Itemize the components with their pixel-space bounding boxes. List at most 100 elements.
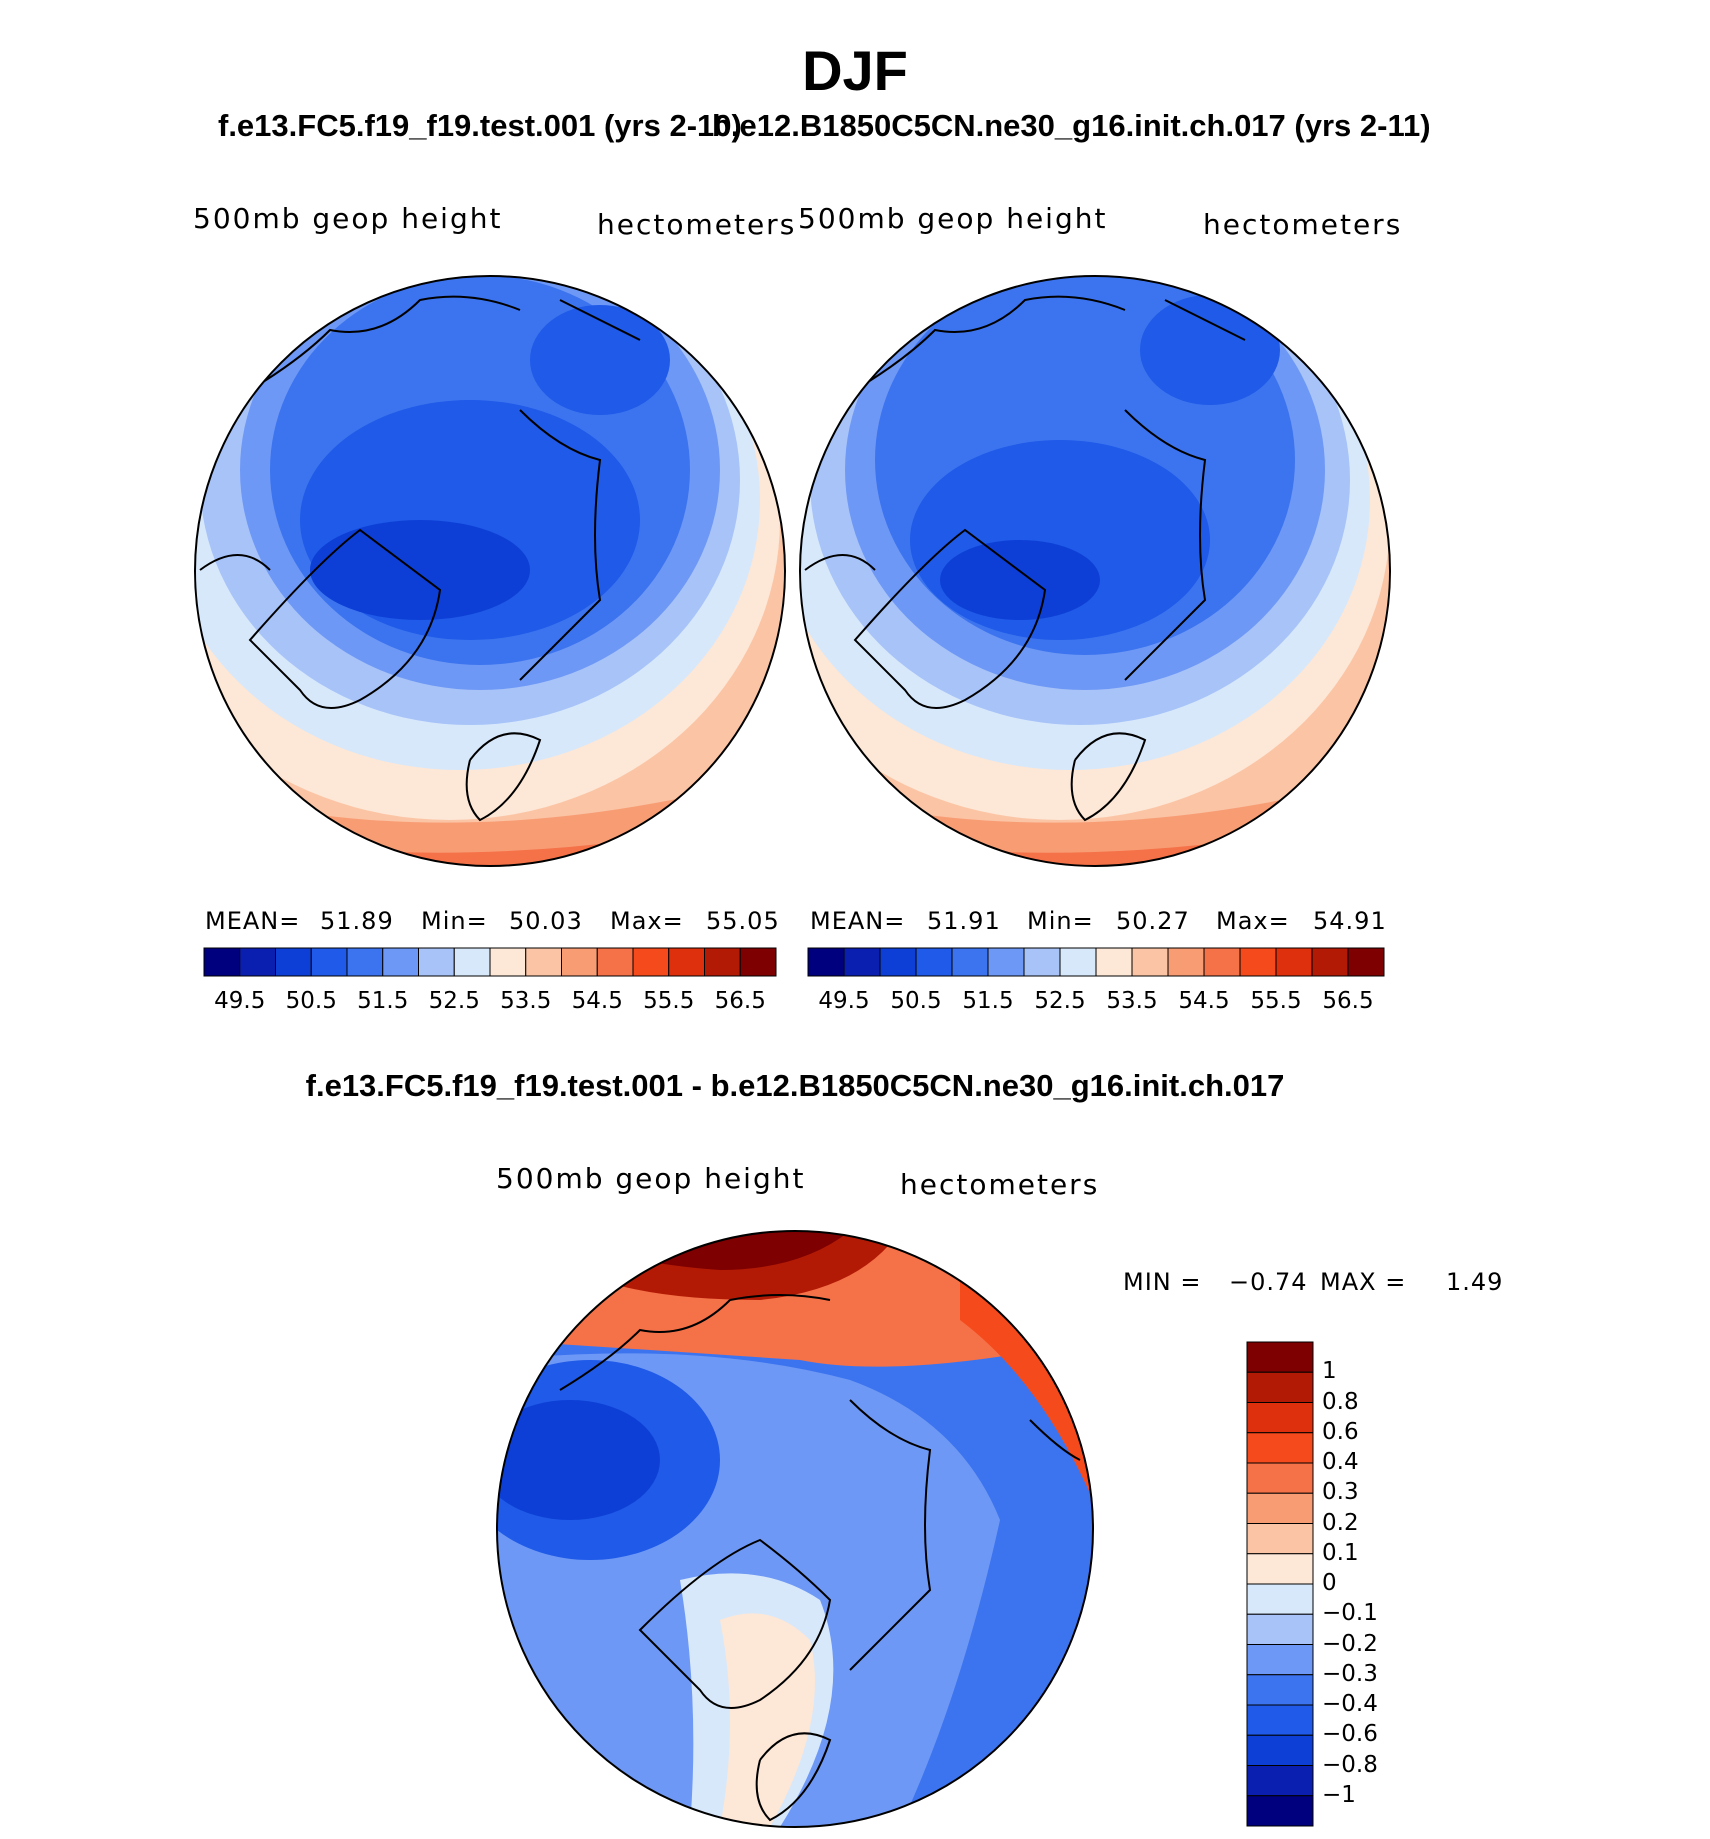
colorbar-swatch [418,947,455,977]
test-variable-label: 500mb geop height [193,202,503,235]
colorbar-tick-label: 0.8 [1322,1388,1359,1415]
control-variable-label: 500mb geop height [798,202,1108,235]
colorbar-swatch [1347,947,1385,977]
diff-title: f.e13.FC5.f19_f19.test.001 - b.e12.B1850… [305,1068,1285,1103]
test-contour-50 [310,520,530,620]
colorbar-tick-label: 54.5 [571,988,623,1014]
colorbar-tick-label: 55.5 [1250,988,1302,1014]
colorbar-swatch [1246,1583,1314,1615]
test-units-label: hectometers [597,208,797,241]
control-mean-label: MEAN= [810,907,906,935]
colorbar-tick-label: 53.5 [1106,988,1158,1014]
control-contour-50 [940,540,1100,620]
colorbar-swatch [1023,947,1061,977]
diff-max-label: MAX = [1320,1268,1407,1296]
test-map [195,276,785,866]
diff-map-border [496,1230,1094,1828]
colorbar-swatch [632,947,670,977]
control-coastlines [804,295,1246,822]
colorbar-swatch [1311,947,1349,977]
colorbar-swatch [1246,1674,1314,1706]
colorbar-swatch [561,947,598,977]
control-min-label: Min= [1027,907,1094,935]
colorbar-swatch [1059,947,1097,977]
diff-max-value: 1.49 [1446,1268,1504,1296]
test-coastlines [199,295,641,822]
colorbar-swatch [739,947,777,977]
colorbar-swatch [1246,1734,1314,1766]
colorbar-swatch [1246,1492,1314,1524]
diff-coastlines [559,1294,1081,1822]
colorbar-tick-label: 56.5 [714,988,766,1014]
colorbar-swatch [1246,1371,1314,1403]
test-colorbar [203,947,777,977]
diff-min-value: −0.74 [1229,1268,1308,1296]
colorbar-tick-label: 0.3 [1322,1479,1359,1506]
colorbar-swatch [1095,947,1133,977]
colorbar-swatch [1239,947,1277,977]
colorbar-tick-label: 49.5 [214,988,266,1014]
colorbar-swatch [203,947,241,977]
control-map [800,276,1390,866]
colorbar-swatch [346,947,384,977]
colorbar-swatch [1246,1462,1314,1494]
colorbar-swatch [879,947,917,977]
diff-variable-label: 500mb geop height [496,1162,806,1195]
control-min-value: 50.27 [1116,907,1190,935]
colorbar-swatch [1167,947,1205,977]
colorbar-tick-label: 50.5 [890,988,942,1014]
test-min-value: 50.03 [509,907,583,935]
colorbar-tick-label: 56.5 [1322,988,1374,1014]
colorbar-tick-label: 0.1 [1322,1539,1359,1566]
test-map-border [194,275,786,867]
diff-units-label: hectometers [900,1168,1100,1201]
colorbar-swatch [987,947,1025,977]
diff-min-label: MIN = [1123,1268,1202,1296]
colorbar-tick-label: −0.8 [1322,1751,1378,1778]
colorbar-swatch [1246,1523,1314,1555]
colorbar-swatch [1246,1765,1314,1797]
control-mean-value: 51.91 [927,907,1001,935]
colorbar-tick-label: −0.2 [1322,1630,1378,1657]
colorbar-tick-label: −0.6 [1322,1721,1378,1748]
colorbar-swatch [1131,947,1169,977]
colorbar-swatch [1203,947,1241,977]
colorbar-tick-label: 0.2 [1322,1509,1359,1536]
control-units-label: hectometers [1203,208,1403,241]
colorbar-swatch [915,947,953,977]
colorbar-tick-label: 52.5 [428,988,480,1014]
diff-map [497,1231,1093,1827]
colorbar-swatch [525,947,562,977]
colorbar-tick-label: 53.5 [500,988,552,1014]
colorbar-swatch [1246,1613,1314,1645]
colorbar-tick-label: −0.1 [1322,1600,1378,1627]
colorbar-swatch [1246,1644,1314,1676]
test-contour-low2 [530,305,670,415]
colorbar-swatch [1246,1402,1314,1434]
colorbar-tick-label: 0.4 [1322,1449,1359,1475]
test-mean-value: 51.89 [320,907,394,935]
diff-colorbar [1246,1341,1314,1827]
control-contour-low2 [1140,295,1280,405]
colorbar-swatch [1246,1553,1314,1585]
colorbar-swatch [489,947,527,977]
colorbar-swatch [239,947,276,977]
colorbar-tick-label: −0.4 [1322,1691,1378,1717]
colorbar-swatch [453,947,491,977]
colorbar-swatch [1246,1432,1314,1464]
colorbar-swatch [382,947,419,977]
control-map-border [799,275,1391,867]
test-case-title: f.e13.FC5.f19_f19.test.001 (yrs 2-10) [218,108,742,143]
colorbar-tick-label: 50.5 [285,988,337,1014]
colorbar-swatch [596,947,634,977]
test-max-value: 55.05 [706,907,780,935]
colorbar-tick-label: 1 [1322,1358,1337,1385]
colorbar-tick-label: 55.5 [643,988,695,1014]
colorbar-swatch [1275,947,1313,977]
diff-contour-neg-08 [497,1400,660,1520]
colorbar-swatch [1246,1795,1314,1827]
colorbar-swatch [275,947,312,977]
colorbar-tick-label: −1 [1322,1781,1356,1808]
colorbar-tick-label: −0.3 [1322,1660,1378,1687]
colorbar-swatch [1246,1704,1314,1736]
